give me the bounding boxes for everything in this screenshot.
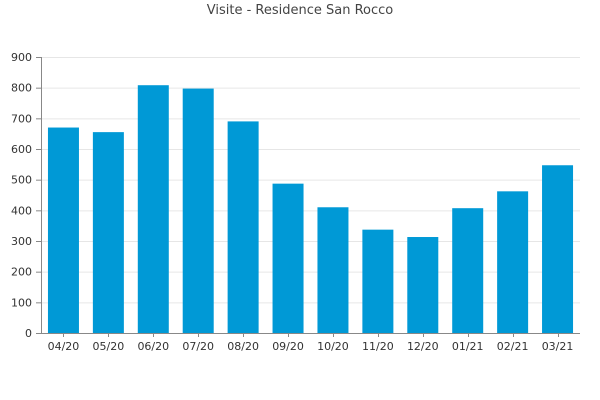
grid-lines xyxy=(41,57,580,304)
bar-12-20 xyxy=(407,237,439,333)
bar-01-21 xyxy=(452,208,484,333)
x-tick-label: 09/20 xyxy=(272,340,304,353)
bar-05-20 xyxy=(92,132,124,333)
x-tick-label: 08/20 xyxy=(227,340,259,353)
bar-07-20 xyxy=(182,88,214,333)
x-tick-label: 03/21 xyxy=(542,340,574,353)
x-tick-labels: 04/20 05/20 06/20 07/20 08/20 09/20 10/20 11/20… xyxy=(48,340,574,353)
x-tick-label: 07/20 xyxy=(182,340,214,353)
x-tick-label: 05/20 xyxy=(93,340,125,353)
bar-10-20 xyxy=(317,207,349,333)
bar-04-20 xyxy=(47,127,79,334)
bar-11-20 xyxy=(362,229,394,333)
y-tick-label: 400 xyxy=(11,204,32,217)
y-tick-label: 800 xyxy=(11,82,32,95)
y-tick-label: 300 xyxy=(11,235,32,248)
x-tick-label: 01/21 xyxy=(452,340,484,353)
y-tick-label: 900 xyxy=(11,51,32,64)
y-tick-label: 200 xyxy=(11,266,32,279)
bar-08-20 xyxy=(227,121,259,334)
y-tick-label: 100 xyxy=(11,296,32,309)
y-tick-label: 500 xyxy=(11,174,32,187)
y-tick-labels: 0 100 200 300 400 500 600 700 800 900 xyxy=(11,51,32,340)
y-tick-label: 700 xyxy=(11,112,32,125)
bar-09-20 xyxy=(272,183,304,333)
x-tick-label: 12/20 xyxy=(407,340,439,353)
bars xyxy=(47,85,574,334)
x-tick-label: 06/20 xyxy=(137,340,169,353)
y-tick-label: 0 xyxy=(25,327,32,340)
bar-06-20 xyxy=(137,85,169,333)
x-tick-label: 10/20 xyxy=(317,340,349,353)
x-tick-label: 02/21 xyxy=(497,340,529,353)
x-tick-label: 11/20 xyxy=(362,340,394,353)
bar-03-21 xyxy=(542,165,574,333)
axes xyxy=(36,57,580,337)
x-tick-label: 04/20 xyxy=(48,340,80,353)
y-tick-label: 600 xyxy=(11,143,32,156)
bar-02-21 xyxy=(497,191,529,333)
chart-title: Visite - Residence San Rocco xyxy=(206,3,394,18)
